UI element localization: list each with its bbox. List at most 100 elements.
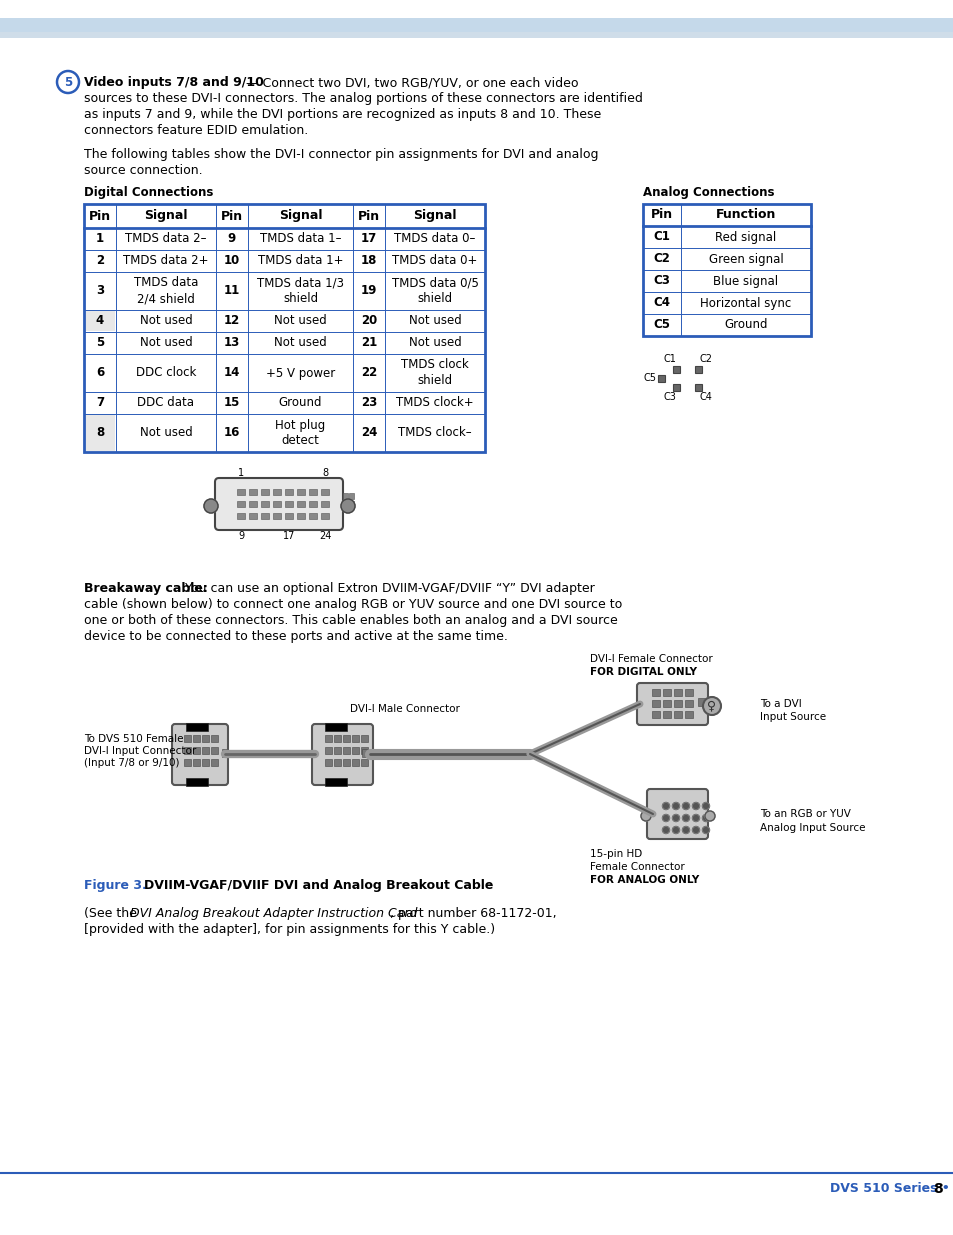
Bar (296, 501, 305, 508)
Text: — Connect two DVI, two RGB/YUV, or one each video: — Connect two DVI, two RGB/YUV, or one e… (242, 77, 578, 89)
Text: Analog Connections: Analog Connections (642, 186, 774, 199)
Circle shape (681, 803, 689, 809)
Bar (309, 489, 316, 495)
Text: Blue signal: Blue signal (713, 274, 778, 288)
Text: DVS 510 Series • Installation: DVS 510 Series • Installation (829, 1182, 953, 1195)
Bar (334, 760, 340, 766)
Bar (343, 747, 350, 755)
Bar (85, 414, 115, 451)
Bar (0, 19, 953, 32)
Text: 9: 9 (228, 232, 236, 246)
Text: To DVS 510 Female: To DVS 510 Female (84, 734, 183, 743)
Bar (352, 747, 358, 755)
Bar (325, 747, 332, 755)
Circle shape (661, 815, 669, 821)
Bar (285, 501, 293, 508)
Text: The following tables show the DVI-I connector pin assignments for DVI and analog: The following tables show the DVI-I conn… (84, 148, 598, 161)
Text: DVI-I Female Connector: DVI-I Female Connector (589, 655, 712, 664)
Text: device to be connected to these ports and active at the same time.: device to be connected to these ports an… (84, 630, 507, 643)
Bar (202, 747, 209, 755)
Bar (0, 32, 953, 38)
Bar (236, 501, 245, 508)
Circle shape (701, 826, 709, 834)
Text: TMDS clock+: TMDS clock+ (395, 396, 474, 410)
FancyBboxPatch shape (172, 724, 228, 785)
Text: 15: 15 (224, 396, 240, 410)
Text: 23: 23 (360, 396, 376, 410)
Text: 8: 8 (321, 468, 328, 478)
Bar (695, 384, 701, 390)
Text: Pin: Pin (357, 210, 379, 222)
Bar (211, 747, 218, 755)
Text: TMDS data 2+: TMDS data 2+ (123, 254, 209, 268)
Bar (684, 700, 692, 706)
Bar (249, 489, 256, 495)
Bar (352, 735, 358, 742)
Text: 20: 20 (360, 315, 376, 327)
Bar (349, 493, 354, 499)
Text: 24: 24 (318, 531, 331, 541)
Circle shape (704, 811, 714, 821)
Text: 17: 17 (282, 531, 294, 541)
Text: To a DVI: To a DVI (760, 699, 801, 709)
Circle shape (702, 697, 720, 715)
Text: To an RGB or YUV: To an RGB or YUV (760, 809, 850, 819)
Bar (184, 760, 191, 766)
Bar (184, 735, 191, 742)
Circle shape (692, 803, 699, 809)
Text: 4: 4 (95, 315, 104, 327)
FancyBboxPatch shape (637, 683, 707, 725)
Text: Signal: Signal (278, 210, 322, 222)
Bar (698, 698, 705, 706)
Text: Breakaway cable:: Breakaway cable: (84, 582, 208, 595)
Text: Analog Input Source: Analog Input Source (760, 823, 864, 832)
Bar (261, 489, 269, 495)
Text: TMDS data 0/5
shield: TMDS data 0/5 shield (391, 277, 478, 305)
Bar (261, 513, 269, 519)
Text: Hot plug
detect: Hot plug detect (275, 419, 325, 447)
Bar (186, 778, 208, 785)
Text: C2: C2 (653, 252, 670, 266)
Bar (343, 493, 348, 499)
Bar (673, 366, 679, 373)
Bar (662, 711, 670, 718)
Bar (320, 513, 329, 519)
Bar (334, 747, 340, 755)
Text: Not used: Not used (274, 336, 327, 350)
Text: 1: 1 (96, 232, 104, 246)
Bar (0, 0, 953, 19)
Text: C4: C4 (653, 296, 670, 310)
Bar (186, 722, 208, 731)
Text: 5: 5 (95, 336, 104, 350)
Bar (651, 689, 659, 697)
Bar (85, 310, 115, 331)
Text: 15-pin HD: 15-pin HD (589, 848, 641, 860)
Text: You can use an optional Extron DVIIM-VGAF/DVIIF “Y” DVI adapter: You can use an optional Extron DVIIM-VGA… (181, 582, 594, 595)
Text: DVIIM-VGAF/DVIIF DVI and Analog Breakout Cable: DVIIM-VGAF/DVIIF DVI and Analog Breakout… (144, 879, 493, 892)
Text: C5: C5 (653, 319, 670, 331)
Text: , part number 68-1172-01,: , part number 68-1172-01, (390, 906, 556, 920)
Text: C2: C2 (700, 353, 712, 363)
Bar (285, 513, 293, 519)
Bar (360, 747, 368, 755)
Bar (352, 760, 358, 766)
Text: 1: 1 (237, 468, 244, 478)
Bar (343, 735, 350, 742)
Text: cable (shown below) to connect one analog RGB or YUV source and one DVI source t: cable (shown below) to connect one analo… (84, 598, 621, 611)
Text: TMDS data 0–: TMDS data 0– (394, 232, 476, 246)
Text: [provided with the adapter], for pin assignments for this Y cable.): [provided with the adapter], for pin ass… (84, 923, 495, 936)
Bar (642, 204, 810, 336)
Text: Video inputs 7/8 and 9/10: Video inputs 7/8 and 9/10 (84, 77, 264, 89)
Bar (695, 366, 701, 373)
Text: DDC clock: DDC clock (135, 367, 196, 379)
Text: 16: 16 (224, 426, 240, 440)
Bar (193, 735, 200, 742)
Text: Green signal: Green signal (708, 252, 782, 266)
Text: DVI-I Male Connector: DVI-I Male Connector (350, 704, 459, 714)
Text: one or both of these connectors. This cable enables both an analog and a DVI sou: one or both of these connectors. This ca… (84, 614, 618, 627)
Text: 12: 12 (224, 315, 240, 327)
Circle shape (672, 803, 679, 809)
Text: TMDS data 1–: TMDS data 1– (259, 232, 341, 246)
Bar (673, 384, 679, 390)
Bar (673, 700, 681, 706)
